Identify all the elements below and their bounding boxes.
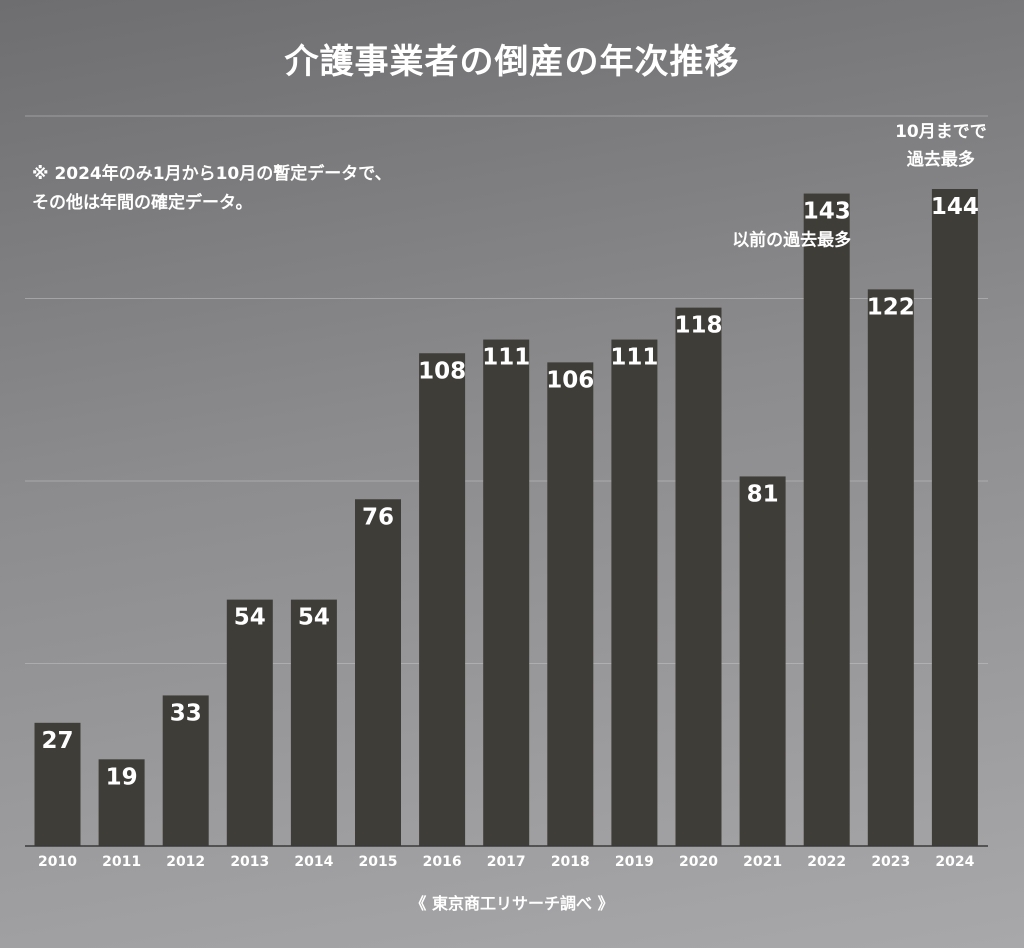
value-label-2012: 33 [170, 700, 202, 726]
value-label-2015: 76 [362, 504, 394, 530]
data-note: ※ 2024年のみ1月から10月の暫定データで、 その他は年間の確定データ。 [32, 160, 392, 218]
x-tick-label-2012: 2012 [166, 854, 205, 870]
x-tick-label-2022: 2022 [807, 854, 846, 870]
annotation-2024: 過去最多 [907, 149, 975, 170]
source-credit: 《 東京商工リサーチ調べ 》 [410, 894, 614, 913]
bar-2012 [162, 695, 209, 846]
bar-2023 [867, 289, 914, 846]
x-tick-label-2023: 2023 [871, 854, 910, 870]
data-note-line: その他は年間の確定データ。 [32, 193, 253, 213]
bar-2018 [547, 362, 594, 846]
x-tick-label-2016: 2016 [423, 854, 462, 870]
annotation-2024: 10月までで [895, 122, 987, 142]
value-label-2019: 111 [610, 345, 658, 371]
value-label-2022: 143 [803, 199, 851, 225]
x-tick-label-2020: 2020 [679, 854, 718, 870]
bar-2014 [290, 599, 337, 846]
bar-2016 [419, 353, 466, 846]
x-tick-label-2024: 2024 [935, 854, 974, 870]
chart-title: 介護事業者の倒産の年次推移 [284, 42, 740, 82]
value-label-2018: 106 [546, 367, 594, 393]
bar-2010 [34, 722, 81, 846]
x-tick-label-2013: 2013 [230, 854, 269, 870]
bar-2011 [98, 759, 145, 846]
x-tick-label-2018: 2018 [551, 854, 590, 870]
bar-2015 [355, 499, 401, 846]
x-tick-label-2014: 2014 [294, 854, 333, 870]
value-label-2021: 81 [747, 481, 779, 507]
data-note-line: ※ 2024年のみ1月から10月の暫定データで、 [32, 164, 392, 184]
x-tick-label-2015: 2015 [359, 854, 398, 870]
bar-2020 [675, 307, 722, 846]
annotation-2022: 以前の過去最多 [732, 230, 851, 251]
value-label-2024: 144 [931, 194, 979, 220]
bar-2022 [803, 193, 850, 846]
bar-2017 [483, 339, 530, 846]
x-tick-label-2011: 2011 [102, 854, 141, 870]
value-label-2020: 118 [674, 313, 722, 339]
bar-2024 [931, 189, 978, 846]
x-tick-label-2010: 2010 [38, 854, 77, 870]
x-tick-label-2017: 2017 [487, 854, 526, 870]
value-label-2010: 27 [41, 728, 73, 754]
value-label-2013: 54 [234, 605, 266, 631]
value-label-2023: 122 [867, 294, 915, 320]
x-tick-label-2021: 2021 [743, 854, 782, 870]
bar-2021 [739, 476, 786, 846]
value-label-2014: 54 [298, 605, 330, 631]
x-tick-label-2019: 2019 [615, 854, 654, 870]
value-label-2016: 108 [418, 358, 466, 384]
bar-2013 [226, 599, 273, 846]
value-label-2011: 19 [106, 764, 138, 790]
value-label-2017: 111 [482, 345, 530, 371]
bar-2019 [611, 339, 658, 846]
